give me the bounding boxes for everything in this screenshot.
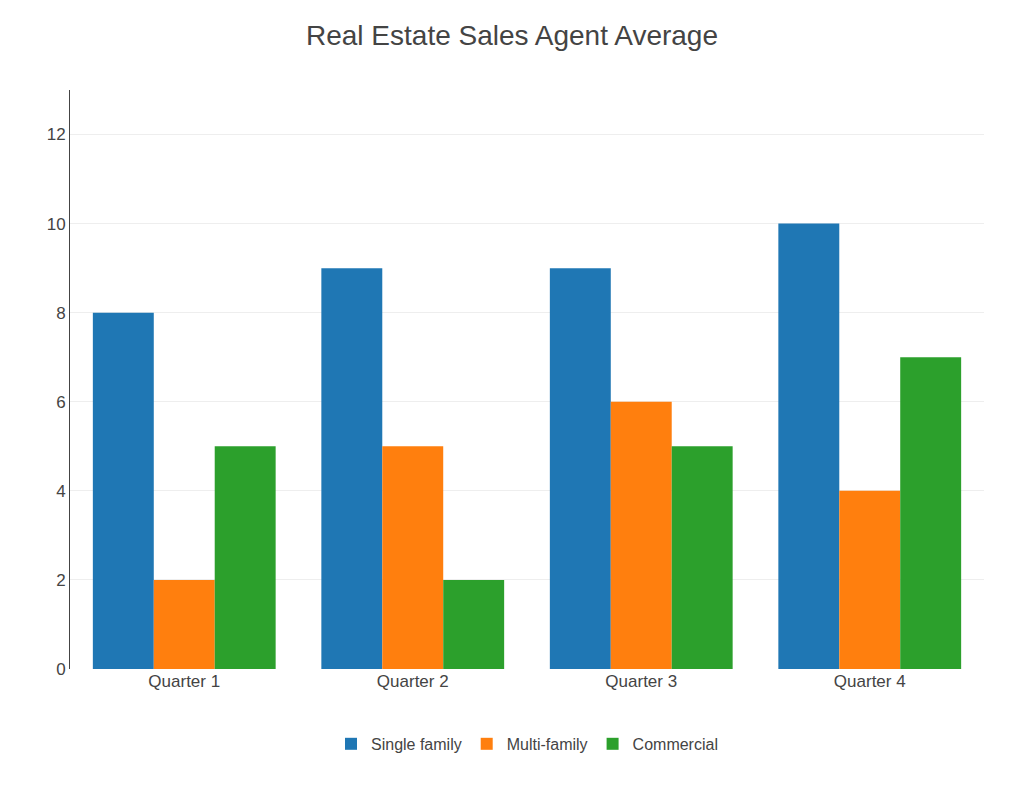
svg-text:6: 6: [56, 393, 65, 412]
svg-text:Multi-family: Multi-family: [507, 736, 588, 753]
svg-text:2: 2: [56, 571, 65, 590]
svg-text:Quarter 4: Quarter 4: [834, 672, 906, 691]
svg-text:Commercial: Commercial: [633, 736, 718, 753]
svg-text:Quarter 2: Quarter 2: [377, 672, 449, 691]
svg-text:4: 4: [56, 482, 65, 501]
svg-text:8: 8: [56, 304, 65, 323]
svg-text:10: 10: [47, 215, 66, 234]
svg-text:Real Estate Sales Agent Averag: Real Estate Sales Agent Average: [306, 20, 718, 51]
svg-text:0: 0: [56, 660, 65, 679]
svg-text:Quarter 1: Quarter 1: [148, 672, 220, 691]
svg-text:Quarter 3: Quarter 3: [605, 672, 677, 691]
svg-text:12: 12: [47, 125, 66, 144]
svg-text:Single family: Single family: [371, 736, 462, 753]
